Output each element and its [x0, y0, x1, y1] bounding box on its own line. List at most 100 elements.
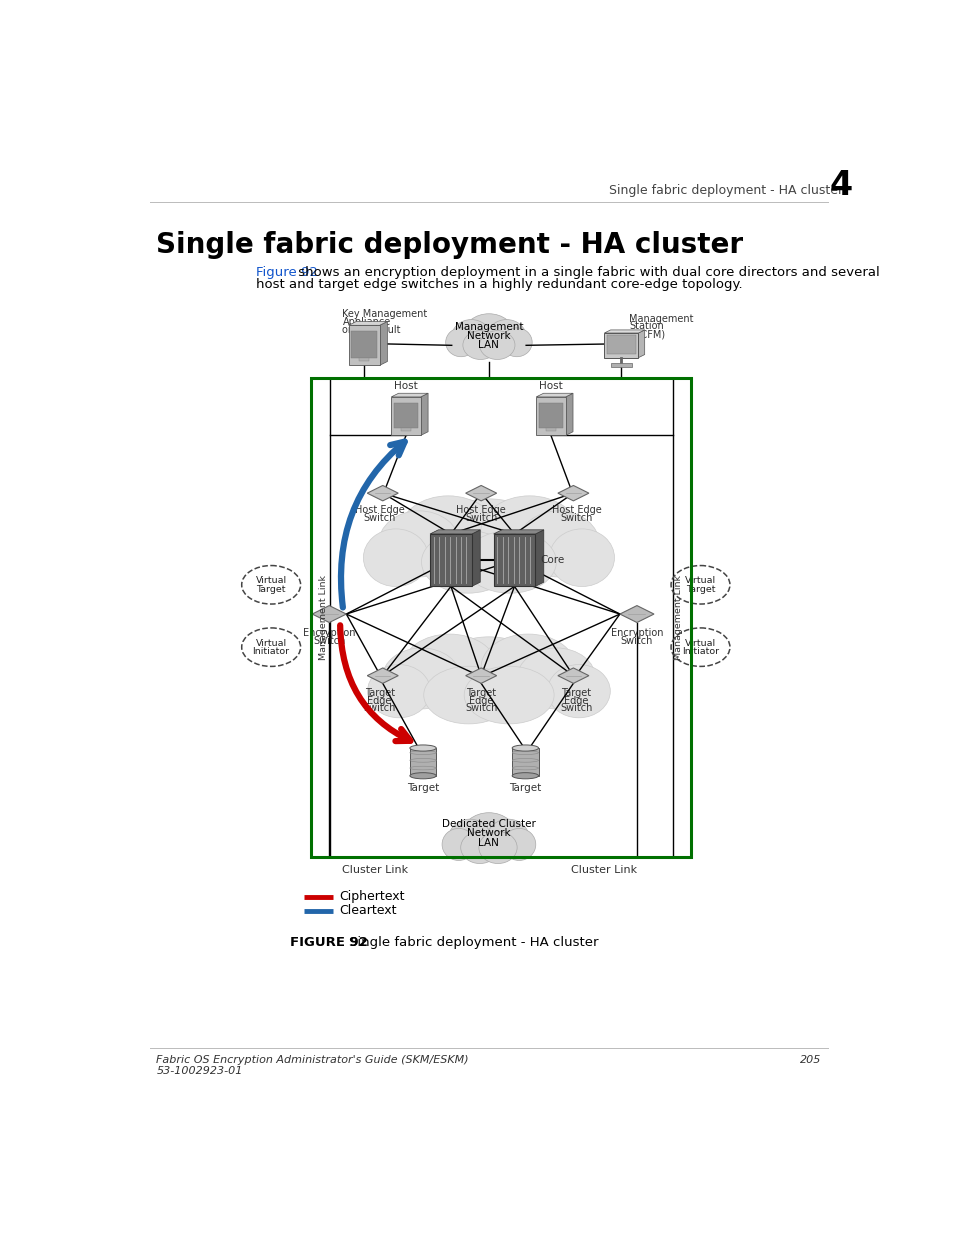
FancyBboxPatch shape	[604, 333, 638, 358]
Polygon shape	[493, 530, 543, 534]
Text: Cluster Link: Cluster Link	[571, 866, 637, 876]
Ellipse shape	[462, 331, 497, 359]
Text: Network: Network	[467, 331, 510, 341]
Ellipse shape	[402, 634, 497, 700]
Polygon shape	[367, 485, 397, 501]
Polygon shape	[410, 748, 436, 776]
Text: Switch: Switch	[464, 704, 497, 714]
Text: Target: Target	[685, 585, 715, 594]
Text: Initiator: Initiator	[253, 647, 290, 656]
Ellipse shape	[502, 829, 536, 861]
Ellipse shape	[423, 666, 513, 724]
Text: Target: Target	[509, 783, 541, 793]
FancyBboxPatch shape	[391, 396, 420, 436]
Ellipse shape	[464, 666, 554, 724]
Ellipse shape	[452, 320, 490, 354]
Ellipse shape	[441, 829, 475, 861]
Text: Host Edge: Host Edge	[355, 505, 404, 515]
Polygon shape	[367, 668, 397, 683]
Ellipse shape	[410, 745, 436, 751]
FancyBboxPatch shape	[351, 331, 377, 358]
Text: 205: 205	[800, 1055, 821, 1066]
FancyBboxPatch shape	[348, 325, 379, 366]
Ellipse shape	[421, 531, 514, 593]
Text: host and target edge switches in a highly redundant core-edge topology.: host and target edge switches in a highl…	[255, 278, 741, 290]
FancyBboxPatch shape	[394, 403, 418, 427]
Text: Ciphertext: Ciphertext	[339, 890, 404, 903]
Ellipse shape	[363, 529, 428, 587]
Polygon shape	[638, 330, 644, 358]
Polygon shape	[420, 393, 428, 436]
Text: Single fabric deployment - HA cluster: Single fabric deployment - HA cluster	[156, 231, 742, 259]
Ellipse shape	[512, 773, 537, 779]
Text: Switch: Switch	[620, 636, 653, 646]
Ellipse shape	[547, 664, 610, 718]
Text: (DCFM): (DCFM)	[629, 330, 664, 340]
Polygon shape	[604, 330, 644, 333]
Text: Edge: Edge	[564, 695, 588, 705]
Text: Station: Station	[629, 321, 663, 331]
Ellipse shape	[478, 831, 517, 863]
Ellipse shape	[501, 327, 532, 357]
Ellipse shape	[463, 531, 556, 593]
Ellipse shape	[480, 496, 578, 568]
Text: Core: Core	[539, 556, 564, 566]
Polygon shape	[558, 485, 588, 501]
Ellipse shape	[480, 634, 575, 700]
Text: Virtual: Virtual	[684, 638, 716, 648]
Text: or Key Vault: or Key Vault	[342, 325, 400, 335]
Polygon shape	[465, 668, 497, 683]
FancyBboxPatch shape	[493, 534, 535, 587]
Polygon shape	[558, 668, 588, 683]
Text: Network: Network	[467, 829, 510, 839]
Text: Cluster Link: Cluster Link	[341, 866, 408, 876]
Text: Switch: Switch	[464, 514, 497, 524]
Ellipse shape	[517, 511, 598, 577]
FancyBboxPatch shape	[537, 403, 562, 427]
Text: Edge: Edge	[367, 695, 392, 705]
Text: LAN: LAN	[478, 837, 498, 847]
Text: Management: Management	[455, 322, 522, 332]
Text: Edge: Edge	[469, 695, 493, 705]
Ellipse shape	[486, 819, 529, 857]
Ellipse shape	[431, 499, 546, 583]
Text: Switch: Switch	[559, 704, 592, 714]
Text: LAN: LAN	[478, 341, 498, 351]
Ellipse shape	[445, 327, 476, 357]
Text: Encryption: Encryption	[610, 627, 662, 638]
Ellipse shape	[460, 813, 517, 858]
Ellipse shape	[410, 773, 436, 779]
Ellipse shape	[517, 648, 595, 709]
Text: Host: Host	[538, 380, 562, 390]
Ellipse shape	[512, 745, 537, 751]
Polygon shape	[536, 393, 573, 396]
Text: Single fabric deployment - HA cluster: Single fabric deployment - HA cluster	[348, 936, 598, 948]
Polygon shape	[430, 530, 479, 534]
FancyBboxPatch shape	[401, 427, 410, 431]
Ellipse shape	[460, 831, 498, 863]
Text: shows an encryption deployment in a single fabric with dual core directors and s: shows an encryption deployment in a sing…	[294, 266, 880, 279]
Polygon shape	[512, 748, 537, 776]
FancyBboxPatch shape	[430, 534, 472, 587]
Text: Virtual: Virtual	[255, 577, 287, 585]
Text: Figure 92: Figure 92	[255, 266, 317, 279]
Text: Target: Target	[364, 688, 395, 698]
Text: Switch: Switch	[363, 514, 395, 524]
Ellipse shape	[448, 819, 491, 857]
Polygon shape	[312, 605, 346, 622]
Text: Target: Target	[256, 585, 286, 594]
FancyBboxPatch shape	[606, 336, 636, 353]
FancyBboxPatch shape	[546, 427, 555, 431]
Polygon shape	[465, 485, 497, 501]
Text: Encryption: Encryption	[303, 627, 355, 638]
Text: Host Edge: Host Edge	[551, 505, 600, 515]
Text: Initiator: Initiator	[681, 647, 719, 656]
Ellipse shape	[463, 314, 514, 356]
Polygon shape	[348, 321, 387, 325]
FancyBboxPatch shape	[536, 396, 565, 436]
Text: Dedicated Cluster: Dedicated Cluster	[441, 819, 536, 829]
Text: Switch: Switch	[363, 704, 395, 714]
Text: Virtual: Virtual	[255, 638, 287, 648]
Text: Management Link: Management Link	[674, 574, 682, 659]
Text: Key Management: Key Management	[342, 309, 427, 319]
